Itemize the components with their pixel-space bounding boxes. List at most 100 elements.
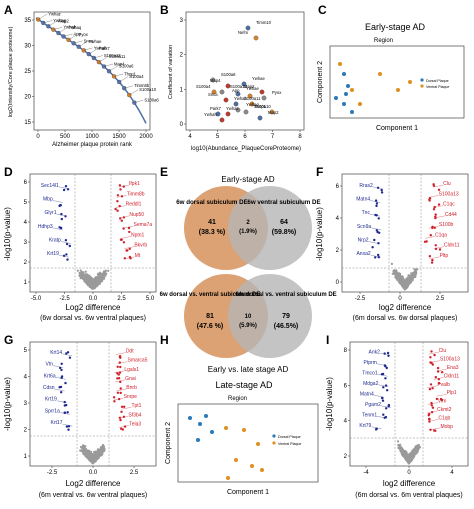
- volcano-point-up: [428, 255, 432, 258]
- volcano-point-up: [428, 197, 432, 200]
- panel-a-label: S100a6: [119, 63, 134, 68]
- volcano-point-down: [65, 242, 69, 246]
- volcano-point-up: [123, 425, 127, 428]
- xtick-label: 5.0: [146, 296, 155, 302]
- venn-top-right-circle: [228, 186, 312, 270]
- panel-b-label: Snca: [208, 92, 218, 97]
- volcano-gene-label: Mobp: [440, 424, 453, 430]
- volcano-leader: [119, 215, 130, 219]
- volcano-point-up: [428, 412, 431, 416]
- volcano-point-down: [58, 366, 62, 370]
- volcano-point-up: [427, 417, 431, 421]
- ytick-label: 6: [24, 180, 28, 186]
- volcano-gene-label: Ena3: [447, 365, 459, 371]
- volcano-point-down: [60, 391, 63, 394]
- volcano-point: [88, 452, 91, 455]
- volcano-point-up: [122, 241, 126, 244]
- volcano-leader: [436, 368, 447, 372]
- volcano-leader: [115, 379, 126, 383]
- volcano-leader: [436, 394, 447, 397]
- panel-e: E Early-stage AD 6w dorsal subiculum DE …: [160, 165, 337, 374]
- xtick-label: 4: [188, 134, 192, 140]
- volcano-gene-label: Clu: [439, 348, 447, 354]
- volcano-gene-label: Krt19: [47, 251, 59, 257]
- volcano-gene-label: Ifpk1: [129, 181, 140, 187]
- volcano-point: [413, 275, 416, 278]
- panel-a-xticks: 0 500 1000 1500 2000: [36, 130, 153, 140]
- volcano-point: [82, 277, 85, 280]
- xtick-label: 0.0: [89, 296, 98, 302]
- venn-top-mid-count: 2: [246, 220, 250, 226]
- panel-letter-e: E: [160, 165, 168, 179]
- volcano-point-up: [435, 397, 439, 401]
- volcano-point-down: [373, 238, 376, 242]
- panel-h-title: Late-stage AD: [215, 380, 273, 390]
- panel-a-leader: [114, 73, 124, 77]
- panel-b-label: Nefm: [238, 30, 249, 35]
- panel-b-point: [259, 89, 265, 95]
- volcano-point-down: [65, 425, 69, 428]
- volcano-gene-label: Bkvrb: [134, 243, 147, 249]
- volcano-point-up: [116, 391, 120, 394]
- venn-top-left-count: 41: [208, 219, 216, 226]
- ytick-label: 0: [336, 280, 340, 286]
- panel-b-label: Pyox: [272, 90, 282, 95]
- panel-i-ylabel: -log10(p-value): [325, 377, 334, 431]
- volcano-leader: [52, 227, 63, 230]
- volcano-gene-label: Cldn11: [444, 373, 460, 379]
- volcano-point: [83, 279, 86, 282]
- panel-a-label: S100a10: [139, 87, 156, 92]
- volcano-point-down: [66, 258, 69, 261]
- panel-c-legend-dorsal-marker: [420, 78, 424, 82]
- volcano-point: [99, 449, 102, 452]
- volcano-leader: [60, 241, 71, 244]
- panel-g-xticks: -2.5 0.0 2.5: [47, 466, 139, 476]
- panel-b-point: [233, 101, 239, 107]
- volcano-point-up: [430, 350, 433, 353]
- volcano-leader: [116, 388, 127, 392]
- ytick-label: 4: [24, 375, 28, 381]
- panel-letter-g: G: [4, 333, 13, 347]
- pca-point-ventral: [256, 442, 260, 446]
- xtick-label: 500: [60, 134, 71, 140]
- volcano-point-up: [425, 240, 428, 243]
- volcano-point: [94, 457, 97, 460]
- volcano-point: [99, 454, 102, 457]
- venn-bottom-mid-pct: (5.9%): [239, 323, 257, 329]
- volcano-point-up: [128, 247, 131, 250]
- ytick-label: 1: [24, 280, 28, 286]
- volcano-point-up: [122, 185, 126, 188]
- panel-a-label: Snca: [84, 38, 94, 43]
- volcano-point-down: [68, 356, 72, 359]
- panel-a-leader: [83, 47, 93, 51]
- volcano-leader: [371, 227, 382, 230]
- panel-i-points: [350, 342, 468, 466]
- volcano-point-down: [60, 212, 63, 216]
- volcano-point-down: [371, 246, 374, 249]
- volcano-gene-label: Krt6a: [44, 373, 56, 379]
- volcano-point: [93, 277, 96, 280]
- volcano-point: [81, 447, 84, 450]
- volcano-gene-label: Snrpe: [124, 394, 138, 400]
- volcano-point-down: [377, 217, 380, 220]
- volcano-point: [405, 452, 408, 455]
- panel-b: B Coefficient of variation log10(Abundan…: [160, 3, 305, 152]
- volcano-point-up: [116, 194, 120, 197]
- xtick-label: -4: [363, 470, 369, 476]
- pca-point-dorsal: [210, 430, 214, 434]
- volcano-point: [90, 287, 93, 290]
- volcano-gene-label: S100b: [439, 222, 454, 228]
- panel-i-xlabel2: (6m dorsal vs. 6m ventral plaques): [355, 492, 462, 499]
- volcano-point: [78, 271, 81, 275]
- panel-letter-f: F: [316, 165, 323, 179]
- volcano-point-up: [120, 410, 123, 413]
- panel-d-xticks: -5.0 -2.5 0.0 2.5 5.0: [31, 292, 155, 302]
- panel-b-label: S100a4: [196, 84, 211, 89]
- panel-letter-d: D: [4, 165, 13, 179]
- volcano-gene-label: Krt17: [51, 420, 63, 426]
- volcano-point: [90, 276, 93, 279]
- panel-b-label: Map2: [268, 110, 279, 115]
- venn-top-mid-pct: (1.9%): [239, 229, 257, 235]
- volcano-leader: [433, 377, 444, 380]
